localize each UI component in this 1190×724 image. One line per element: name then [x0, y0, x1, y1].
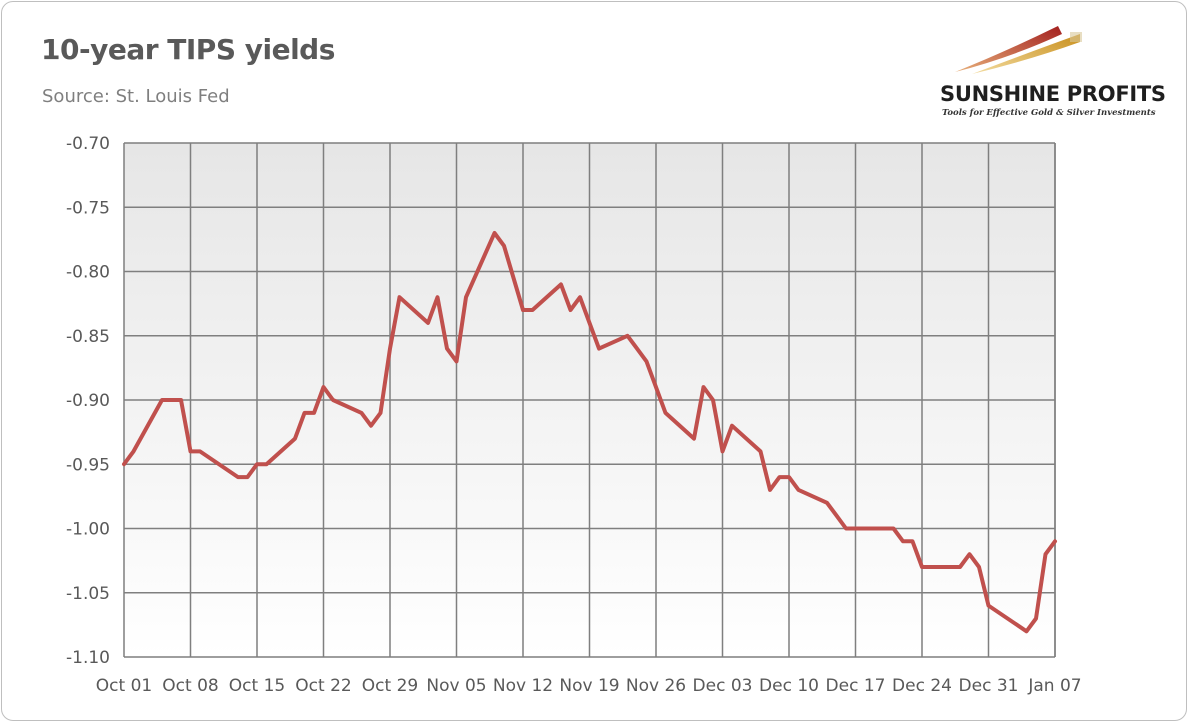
x-tick-label: Oct 29: [362, 676, 418, 696]
x-tick-label: Oct 01: [96, 676, 152, 696]
x-tick-label: Dec 10: [759, 676, 819, 696]
x-tick-label: Nov 12: [493, 676, 553, 696]
x-tick-label: Jan 07: [1027, 676, 1081, 696]
logo-tagline: Tools for Effective Gold & Silver Invest…: [942, 108, 1156, 118]
x-axis: Oct 01 Oct 08 Oct 15 Oct 22 Oct 29 Nov 05 Nov …: [96, 676, 1082, 696]
y-tick-label: -1.00: [66, 520, 110, 540]
chart-source: Source: St. Louis Fed: [42, 86, 230, 107]
y-tick-label: -0.90: [66, 391, 110, 411]
y-tick-label: -1.05: [66, 584, 110, 604]
series-line: [122, 231, 1057, 634]
x-tick-label: Dec 31: [959, 676, 1019, 696]
chart-title: 10-year TIPS yields: [41, 33, 335, 66]
sunshine-profits-logo: SUNSHINE PROFITS Tools for Effective Gol…: [930, 14, 1175, 124]
x-tick-label: Oct 15: [229, 676, 285, 696]
y-axis: -0.70 -0.75 -0.80 -0.85 -0.90 -0.95 -1.00 -1.05…: [66, 134, 110, 668]
x-tick-label: Nov 05: [426, 676, 486, 696]
x-tick-label: Nov 26: [626, 676, 686, 696]
y-tick-label: -0.80: [66, 263, 110, 283]
y-tick-label: -0.75: [66, 198, 110, 218]
logo-name: SUNSHINE PROFITS: [940, 82, 1166, 106]
y-tick-label: -0.70: [66, 134, 110, 154]
x-tick-label: Oct 08: [162, 676, 218, 696]
logo-swoosh-icon: [955, 26, 1082, 74]
x-tick-label: Dec 03: [693, 676, 753, 696]
y-tick-label: -0.85: [66, 327, 110, 347]
x-tick-label: Dec 17: [826, 676, 886, 696]
x-tick-label: Nov 19: [559, 676, 619, 696]
y-tick-label: -1.10: [66, 648, 110, 668]
x-tick-label: Oct 22: [295, 676, 351, 696]
grid-lines: [123, 142, 1056, 658]
x-tick-label: Dec 24: [892, 676, 952, 696]
y-tick-label: -0.95: [66, 455, 110, 475]
